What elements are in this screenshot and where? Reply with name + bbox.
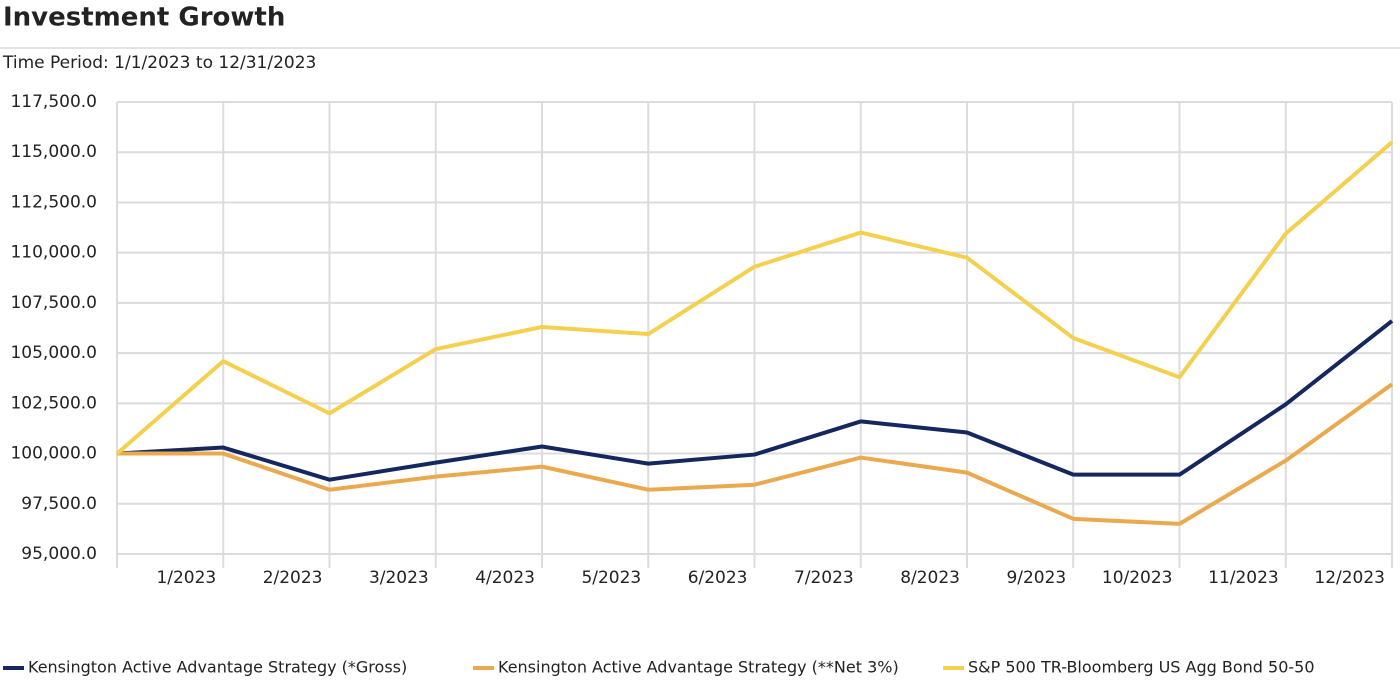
y-tick-label: 97,500.0 bbox=[21, 494, 97, 514]
x-tick-label: 11/2023 bbox=[1208, 568, 1279, 588]
x-tick-label: 2/2023 bbox=[263, 568, 323, 588]
legend-label: S&P 500 TR-Bloomberg US Agg Bond 50-50 bbox=[968, 658, 1315, 677]
x-tick-label: 6/2023 bbox=[688, 568, 748, 588]
x-tick-label: 12/2023 bbox=[1314, 568, 1385, 588]
y-tick-label: 117,500.0 bbox=[10, 92, 97, 112]
chart-title: Investment Growth bbox=[3, 3, 285, 33]
x-tick-label: 10/2023 bbox=[1102, 568, 1173, 588]
y-tick-label: 105,000.0 bbox=[10, 343, 97, 363]
y-tick-label: 115,000.0 bbox=[10, 142, 97, 162]
legend-label: Kensington Active Advantage Strategy (**… bbox=[498, 658, 899, 677]
y-tick-label: 95,000.0 bbox=[21, 544, 97, 564]
series-line bbox=[117, 382, 1394, 526]
series-line bbox=[116, 319, 1394, 482]
x-tick-label: 5/2023 bbox=[581, 568, 641, 588]
x-tick-label: 3/2023 bbox=[369, 568, 429, 588]
y-tick-label: 107,500.0 bbox=[10, 293, 97, 313]
x-tick-label: 7/2023 bbox=[794, 568, 854, 588]
y-tick-label: 100,000.0 bbox=[10, 444, 97, 464]
y-tick-label: 110,000.0 bbox=[10, 243, 97, 263]
series-line bbox=[115, 140, 1394, 456]
y-tick-label: 102,500.0 bbox=[10, 393, 97, 413]
chart-subtitle: Time Period: 1/1/2023 to 12/31/2023 bbox=[2, 53, 316, 73]
x-tick-label: 8/2023 bbox=[900, 568, 960, 588]
x-tick-label: 9/2023 bbox=[1006, 568, 1066, 588]
legend-label: Kensington Active Advantage Strategy (*G… bbox=[28, 658, 407, 677]
x-tick-label: 1/2023 bbox=[156, 568, 216, 588]
x-tick-label: 4/2023 bbox=[475, 568, 535, 588]
y-tick-label: 112,500.0 bbox=[10, 192, 97, 212]
